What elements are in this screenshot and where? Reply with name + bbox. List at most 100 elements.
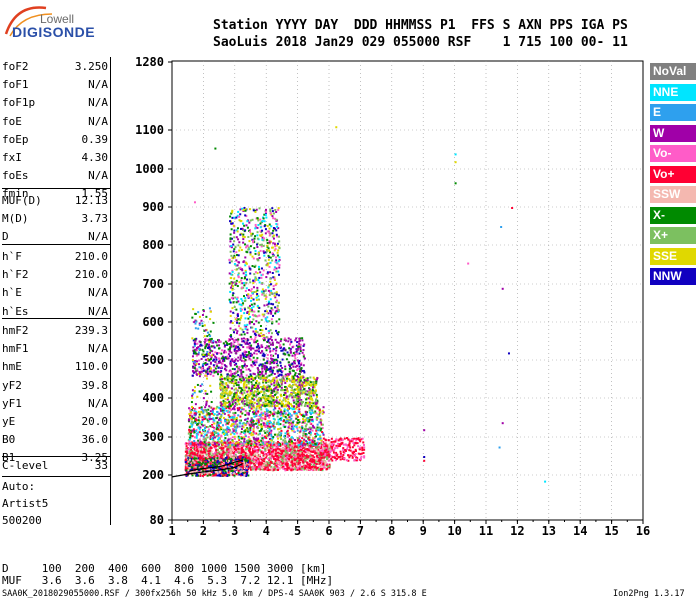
y-tick-label: 400 <box>142 391 164 405</box>
echo-point <box>201 465 204 468</box>
echo-point <box>229 468 232 471</box>
echo-point <box>278 402 281 405</box>
echo-point <box>268 428 271 431</box>
echo-point <box>242 426 245 429</box>
echo-point <box>258 404 261 407</box>
echo-point <box>207 428 210 431</box>
echo-point <box>272 408 275 411</box>
echo-point <box>295 403 298 406</box>
echo-point <box>247 412 250 415</box>
echo-point <box>244 448 247 451</box>
echo-point <box>262 412 265 415</box>
echo-point <box>215 457 218 460</box>
echo-point <box>267 426 270 429</box>
echo-point <box>231 449 234 452</box>
echo-point <box>318 409 321 412</box>
echo-point <box>197 426 200 429</box>
echo-point <box>270 450 273 453</box>
echo-point <box>320 463 323 466</box>
param-value: 12.13 <box>74 194 108 207</box>
echo-point <box>275 458 278 461</box>
echo-point <box>250 454 253 457</box>
echo-point <box>234 401 237 404</box>
panel-divider <box>110 57 111 525</box>
echo-point <box>259 453 262 456</box>
echo-point <box>216 450 219 453</box>
echo-point <box>207 418 210 421</box>
echo-point <box>251 467 254 470</box>
echo-point <box>281 465 284 468</box>
echo-point <box>281 456 284 459</box>
echo-point <box>243 440 246 443</box>
echo-point <box>299 392 302 395</box>
echo-point <box>242 400 245 403</box>
header-values: SaoLuis 2018 Jan29 029 055000 RSF 1 715 … <box>213 35 628 50</box>
param-name: fxI <box>2 151 22 164</box>
echo-point <box>308 418 311 421</box>
echo-point <box>219 456 222 459</box>
echo-point <box>194 452 197 455</box>
echo-point <box>269 457 272 460</box>
echo-point <box>300 441 303 444</box>
echo-point <box>284 415 287 418</box>
echo-point <box>255 384 258 387</box>
echo-point <box>307 416 310 419</box>
echo-point <box>190 412 193 415</box>
echo-point <box>209 437 212 440</box>
echo-point <box>310 383 313 386</box>
echo-point <box>220 447 223 450</box>
echo-point <box>234 464 237 467</box>
echo-point <box>231 439 234 442</box>
echo-point <box>229 458 232 461</box>
echo-point <box>220 464 223 467</box>
echo-point <box>243 461 246 464</box>
echo-point <box>289 385 292 388</box>
echo-point <box>231 397 234 400</box>
echo-point <box>299 454 302 457</box>
echo-point <box>200 470 203 473</box>
echo-point <box>270 448 273 451</box>
echo-point <box>190 448 193 451</box>
echo-point <box>231 464 234 467</box>
echo-point <box>244 418 247 421</box>
echo-point <box>292 444 295 447</box>
echo-point <box>269 444 272 447</box>
echo-point <box>197 454 200 457</box>
echo-point <box>286 429 289 432</box>
echo-point <box>256 421 259 424</box>
echo-point <box>238 386 241 389</box>
echo-point <box>222 446 225 449</box>
echo-point <box>295 417 298 420</box>
echo-point <box>273 418 276 421</box>
echo-point <box>239 462 242 465</box>
echo-point <box>241 465 244 468</box>
echo-point <box>208 457 211 460</box>
echo-point <box>221 409 224 412</box>
echo-point <box>206 436 209 439</box>
echo-point <box>282 423 285 426</box>
echo-point <box>219 459 222 462</box>
echo-point <box>295 396 298 399</box>
echo-point <box>262 464 265 467</box>
echo-point <box>271 380 274 383</box>
echo-point <box>249 444 252 447</box>
echo-point <box>284 421 287 424</box>
echo-point <box>188 460 191 463</box>
echo-point <box>189 463 192 466</box>
echo-point <box>321 469 324 472</box>
echo-point <box>221 442 224 445</box>
param-b0: B0 36.0 <box>2 431 108 449</box>
echo-point <box>285 417 288 420</box>
echo-point <box>195 436 198 439</box>
echo-point <box>204 467 207 470</box>
echo-point <box>309 458 312 461</box>
echo-point <box>216 422 219 425</box>
echo-point <box>228 411 231 414</box>
y-tick-label: 300 <box>142 430 164 444</box>
echo-point <box>281 462 284 465</box>
echo-point <box>195 434 198 437</box>
echo-point <box>220 454 223 457</box>
echo-point <box>304 459 307 462</box>
echo-point <box>286 455 289 458</box>
echo-point <box>257 457 260 460</box>
